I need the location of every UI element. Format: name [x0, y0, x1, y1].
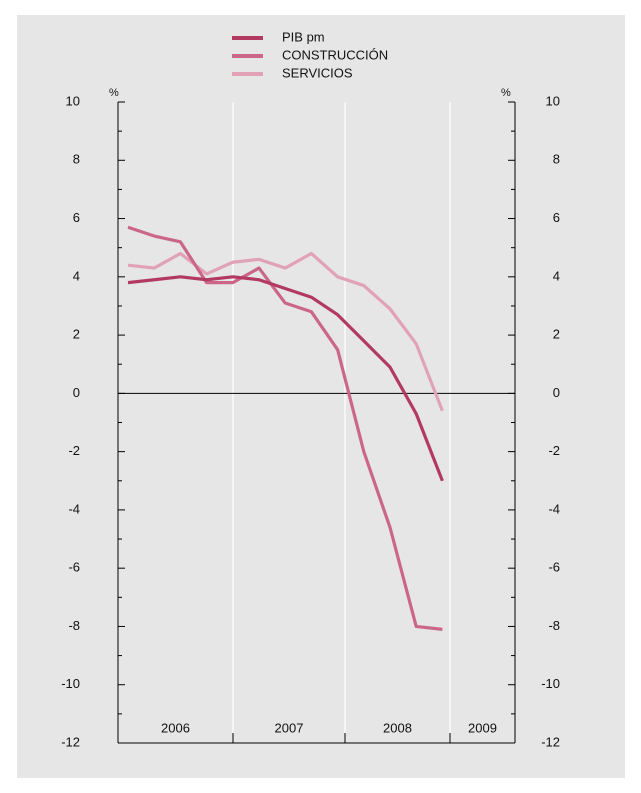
- y-tick-label: -12: [61, 734, 80, 749]
- y-tick-label: 8: [73, 152, 80, 167]
- legend-label: SERVICIOS: [282, 65, 353, 80]
- y-tick-label: 6: [73, 210, 80, 225]
- series-line: [127, 275, 444, 482]
- x-tick-label: 2008: [383, 720, 412, 735]
- y-tick-label: 0: [73, 385, 80, 400]
- series-line: [127, 251, 444, 412]
- y2-tick-label: -2: [548, 443, 560, 458]
- y-tick-label: 4: [73, 268, 80, 283]
- y2-tick-label: 8: [553, 152, 560, 167]
- y-tick-label: -4: [68, 501, 80, 516]
- panel: [17, 15, 625, 778]
- x-tick-label: 2007: [275, 720, 304, 735]
- y-unit: %: [109, 87, 119, 99]
- y-tick-label: 10: [66, 93, 80, 108]
- y-tick-label: -6: [68, 560, 80, 575]
- x-tick-label: 2006: [161, 720, 190, 735]
- legend-label: CONSTRUCCIÓN: [282, 47, 388, 62]
- y2-tick-label: 2: [553, 327, 560, 342]
- y-tick-label: 2: [73, 327, 80, 342]
- y2-tick-label: -6: [548, 560, 560, 575]
- legend-label: PIB pm: [282, 29, 325, 44]
- y2-tick-label: -8: [548, 618, 560, 633]
- x-tick-label: 2009: [468, 720, 497, 735]
- series-line: [127, 225, 443, 631]
- y2-tick-label: 6: [553, 210, 560, 225]
- y2-tick-label: 4: [553, 268, 560, 283]
- y2-tick-label: 10: [546, 93, 560, 108]
- y-tick-label: -2: [68, 443, 80, 458]
- y-tick-label: -10: [61, 676, 80, 691]
- y2-tick-label: 0: [553, 385, 560, 400]
- y2-tick-label: -12: [541, 734, 560, 749]
- y2-unit: %: [501, 87, 511, 99]
- y-tick-label: -8: [68, 618, 80, 633]
- y2-tick-label: -10: [541, 676, 560, 691]
- y2-tick-label: -4: [548, 501, 560, 516]
